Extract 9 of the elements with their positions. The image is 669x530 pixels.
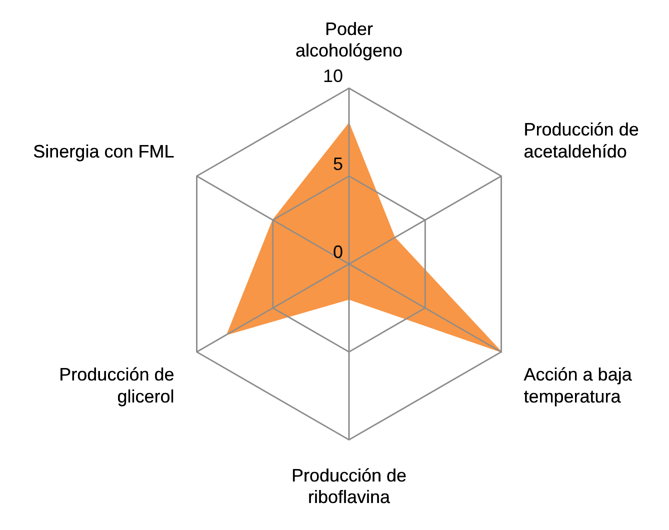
spoke-label: Poder alcohológeno	[295, 18, 403, 60]
spoke-label: Producción de acetaldehído	[524, 120, 639, 162]
y-tick-label: 0	[332, 242, 343, 262]
spoke-label: Producción de glicerol	[59, 364, 174, 406]
spoke-label: Producción de riboflavina	[291, 466, 407, 508]
spoke-label: Sinergia con FML	[33, 141, 174, 162]
y-tick-label: 5	[332, 154, 343, 174]
y-tick-label: 10	[322, 66, 343, 86]
spoke-label: Acción a baja temperatura	[524, 364, 633, 406]
